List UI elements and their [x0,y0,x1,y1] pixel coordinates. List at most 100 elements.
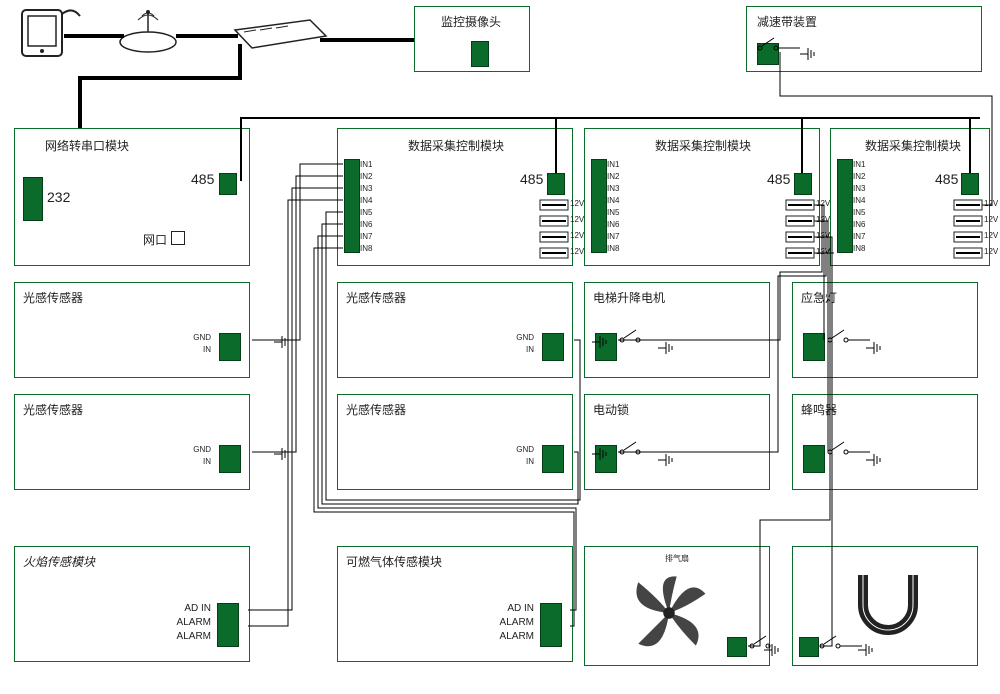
switch-icon [235,20,326,48]
chip-light2 [219,445,241,473]
daq3-out3-label: 12V [984,231,998,240]
daq3-in4: IN4 [853,196,865,205]
light1-in: IN [203,345,211,354]
chip-daq1-left [344,159,360,253]
wire-switch-down-v1 [238,44,242,80]
daq2-in1: IN1 [607,160,619,169]
daq3-in3: IN3 [853,184,865,193]
gas-l1: ALARM [500,617,534,628]
chip-232 [23,177,43,221]
daq2-out1-label: 12V [816,199,830,208]
light2-gnd: GND [193,445,211,454]
wire-router-switch [176,34,238,38]
box-light1: 光感传感器 GND IN [14,282,250,378]
title-speedbump: 减速带装置 [757,13,817,30]
chip-light3 [542,333,564,361]
daq2-in4: IN4 [607,196,619,205]
box-light4: 光感传感器 GND IN [337,394,573,490]
daq2-out4-label: 12V [816,247,830,256]
chip-daq3-left [837,159,853,253]
label-net: 网口 [143,231,167,248]
title-light2: 光感传感器 [23,401,83,418]
chip-emerg [803,333,825,361]
box-fan: 排气扇 [584,546,770,666]
chip-motor [595,333,617,361]
chip-netport [171,231,185,245]
title-daq2: 数据采集控制模块 [655,137,751,154]
daq1-out4-label: 12V [570,247,584,256]
title-flame: 火焰传感模块 [23,553,95,570]
chip-light4 [542,445,564,473]
title-light3: 光感传感器 [346,289,406,306]
box-light2: 光感传感器 GND IN [14,394,250,490]
magnet-icon [843,565,933,645]
bus485-d3 [801,117,803,173]
bus485-d2 [555,117,557,173]
daq3-in8: IN8 [853,244,865,253]
daq2-out2-label: 12V [816,215,830,224]
daq2-in2: IN2 [607,172,619,181]
label-485: 485 [191,171,214,187]
chip-485 [219,173,237,195]
router-icon [120,10,176,52]
title-motor: 电梯升降电机 [593,289,665,306]
daq3-in5: IN5 [853,208,865,217]
flame-l0: AD IN [184,603,211,614]
chip-elock [595,445,617,473]
light1-gnd: GND [193,333,211,342]
daq3-out1-label: 12V [984,199,998,208]
title-buzzer: 蜂鸣器 [801,401,837,418]
title-camera: 监控摄像头 [441,13,501,30]
box-net2serial: 网络转串口模块 232 485 网口 [14,128,250,266]
daq1-out1-label: 12V [570,199,584,208]
bus485-d1 [240,117,242,181]
daq1-in5: IN5 [360,208,372,217]
flame-l1: ALARM [177,617,211,628]
gas-l0: AD IN [507,603,534,614]
chip-flame [217,603,239,647]
daq2-out3-label: 12V [816,231,830,240]
box-speedbump: 减速带装置 [746,6,982,72]
bus485-d4 [969,117,971,173]
daq1-in8: IN8 [360,244,372,253]
light3-gnd: GND [516,333,534,342]
daq1-out2-label: 12V [570,215,584,224]
daq1-out3-label: 12V [570,231,584,240]
gas-l2: ALARM [500,631,534,642]
chip-gas [540,603,562,647]
box-light3: 光感传感器 GND IN [337,282,573,378]
title-light1: 光感传感器 [23,289,83,306]
box-gas: 可燃气体传感模块 AD IN ALARM ALARM [337,546,573,662]
title-net2serial: 网络转串口模块 [45,137,129,154]
chip-daq3-485 [961,173,979,195]
title-emerg: 应急灯 [801,289,837,306]
light4-gnd: GND [516,445,534,454]
light2-in: IN [203,457,211,466]
daq1-in4: IN4 [360,196,372,205]
box-magnet [792,546,978,666]
daq1-in2: IN2 [360,172,372,181]
light3-in: IN [526,345,534,354]
title-daq1: 数据采集控制模块 [408,137,504,154]
daq2-in7: IN7 [607,232,619,241]
chip-daq2-left [591,159,607,253]
daq3-out4-label: 12V [984,247,998,256]
daq1-in1: IN1 [360,160,372,169]
daq1-in7: IN7 [360,232,372,241]
label-daq2-485: 485 [767,171,790,187]
daq2-in8: IN8 [607,244,619,253]
light4-in: IN [526,457,534,466]
chip-daq1-485 [547,173,565,195]
title-gas: 可燃气体传感模块 [346,553,442,570]
chip-buzzer [803,445,825,473]
title-daq3: 数据采集控制模块 [865,137,961,154]
label-daq3-485: 485 [935,171,958,187]
box-elock: 电动锁 [584,394,770,490]
daq3-out2-label: 12V [984,215,998,224]
title-elock: 电动锁 [593,401,629,418]
label-daq1-485: 485 [520,171,543,187]
box-buzzer: 蜂鸣器 [792,394,978,490]
daq1-in6: IN6 [360,220,372,229]
label-232: 232 [47,189,70,205]
title-fan: 排气扇 [665,553,689,564]
